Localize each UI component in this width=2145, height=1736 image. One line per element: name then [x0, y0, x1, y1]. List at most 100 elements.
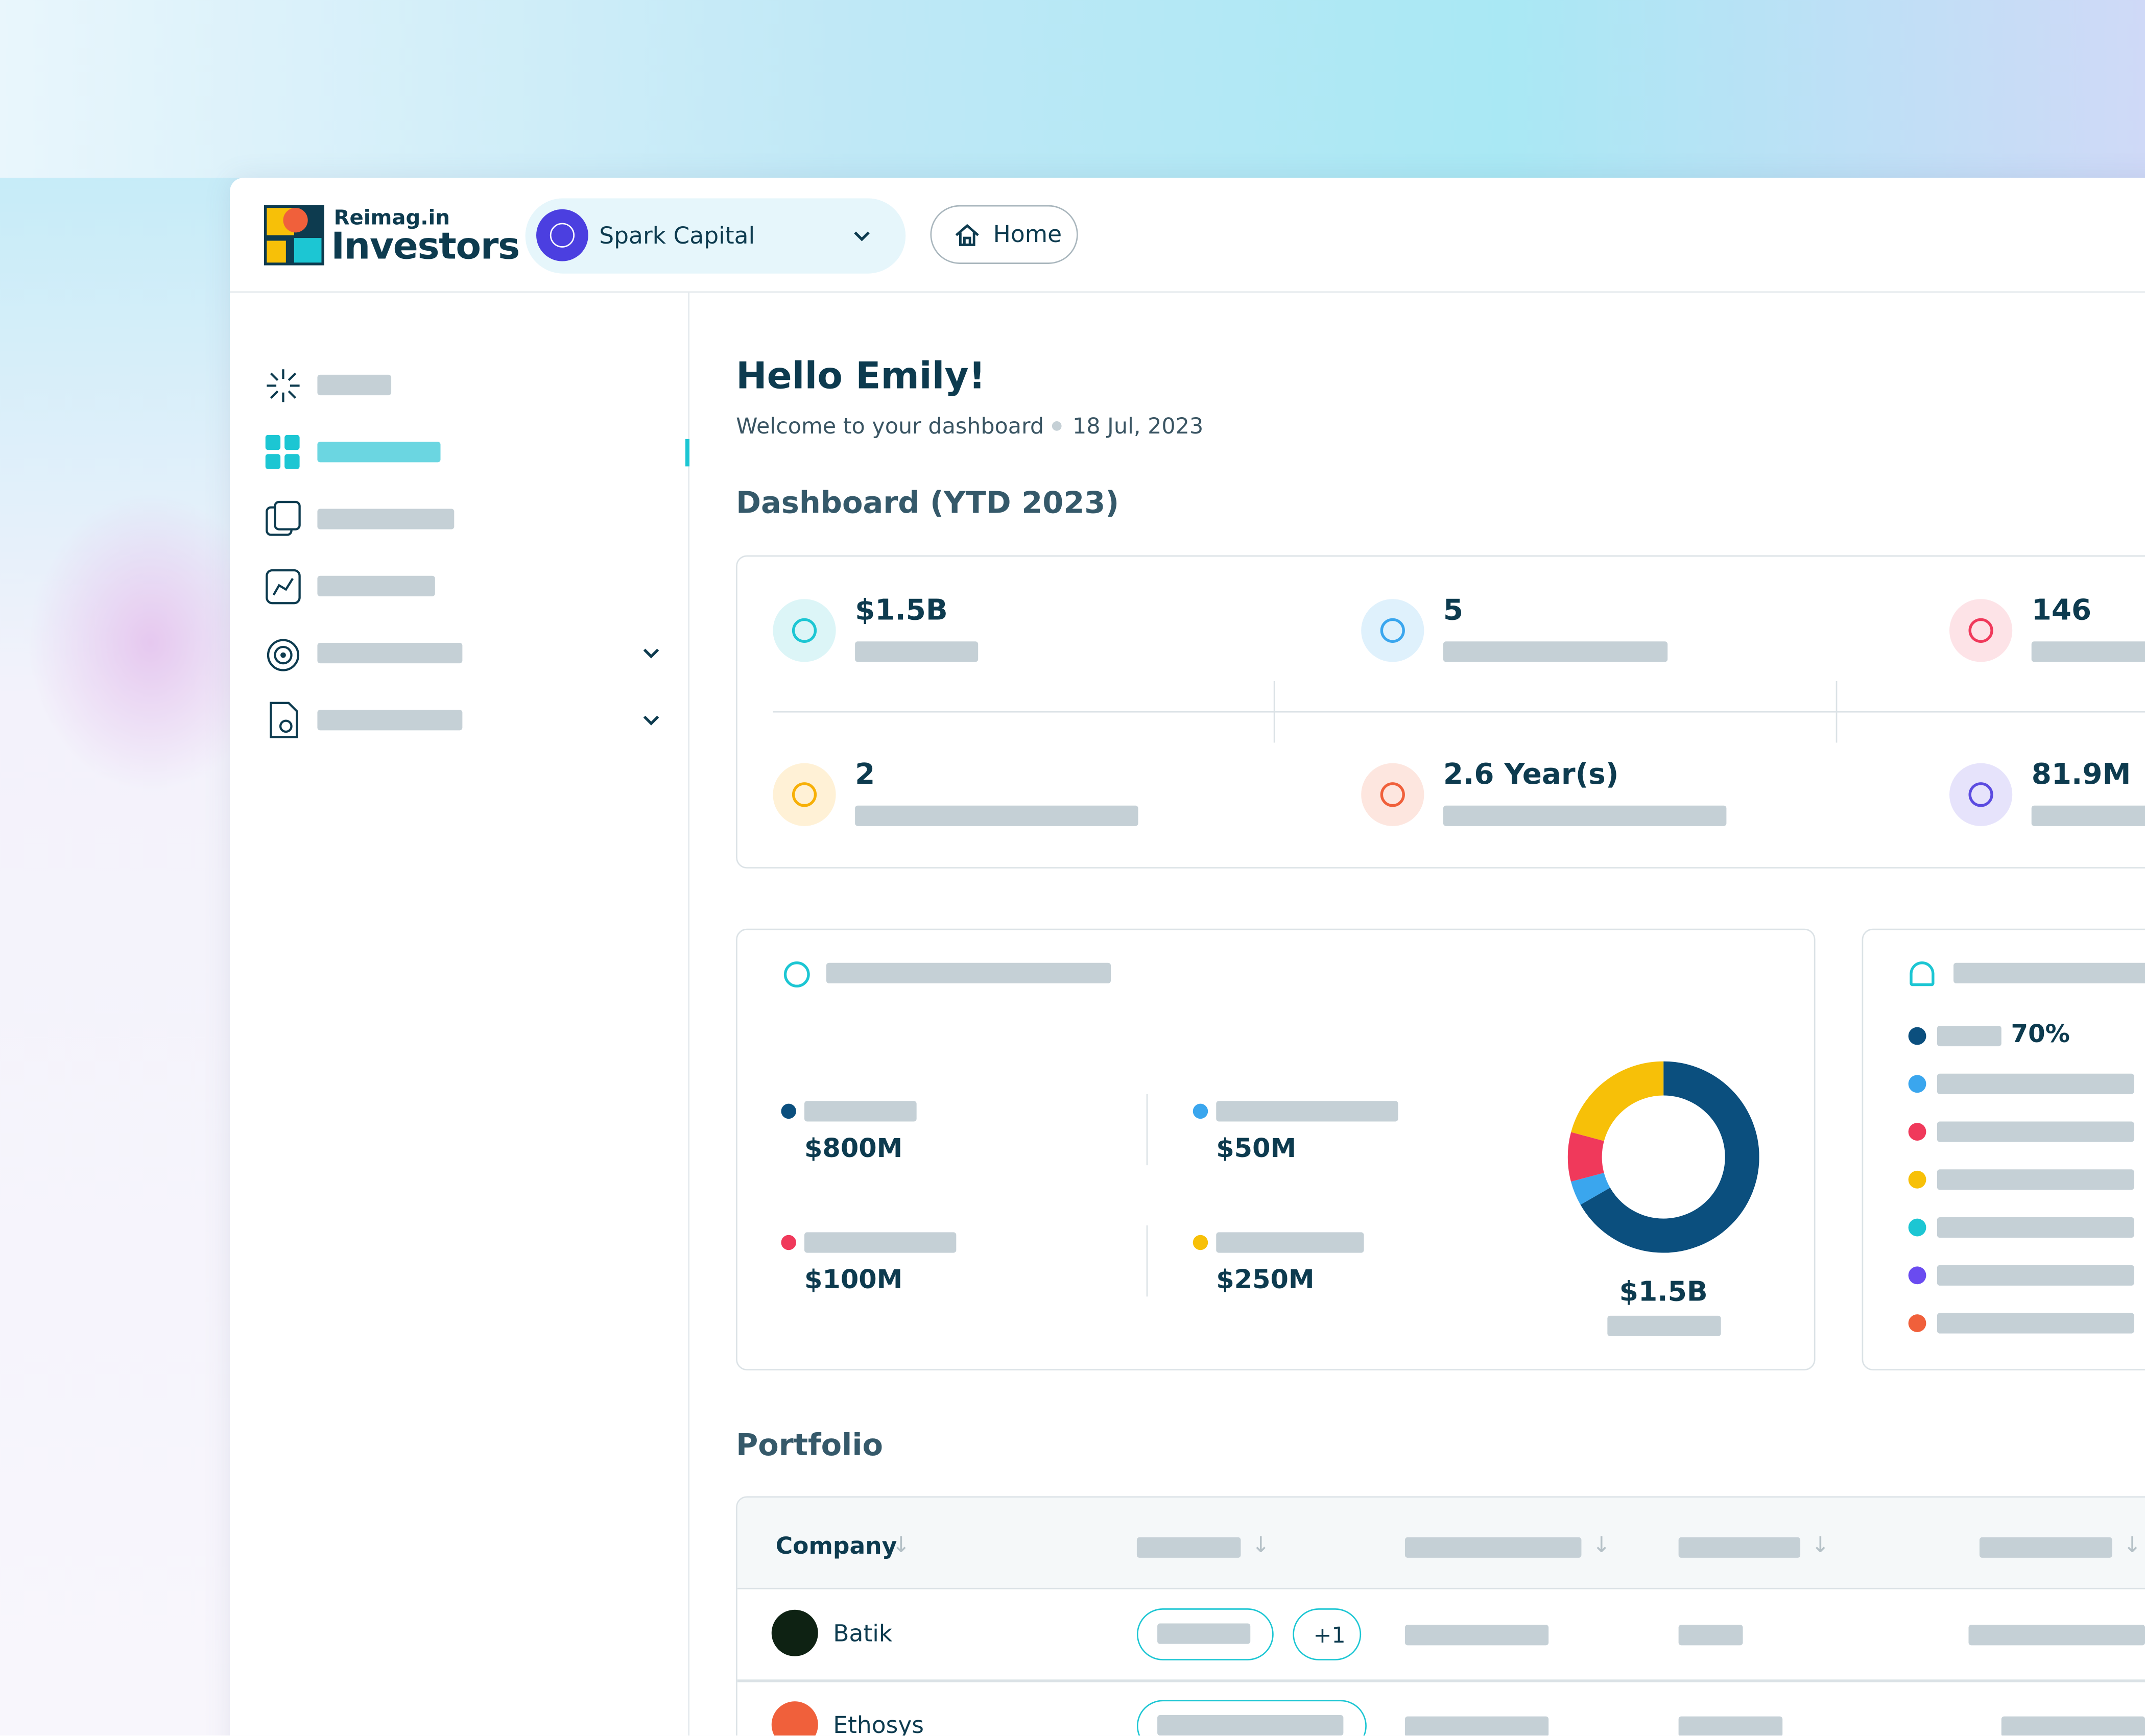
nav-icon — [270, 702, 298, 738]
nav-icon-part — [270, 702, 298, 738]
legend-label — [1937, 1121, 2134, 1142]
portfolio-title: Portfolio — [736, 1429, 884, 1464]
stat-caption — [2031, 641, 2145, 662]
company-name: Batik — [833, 1621, 893, 1648]
stat-value: 2 — [855, 757, 875, 791]
stat-caption — [855, 641, 979, 662]
row-border — [737, 1679, 2145, 1682]
cell-placeholder — [2001, 1716, 2145, 1736]
cell-placeholder — [1678, 1716, 1783, 1736]
tag[interactable] — [1136, 1608, 1274, 1660]
nav-icon-part — [265, 454, 281, 469]
tag[interactable] — [1136, 1700, 1367, 1736]
legend-dot — [1908, 1027, 1926, 1045]
stat-caption — [2031, 805, 2145, 826]
stat-icon — [773, 599, 836, 662]
stat-caption — [855, 805, 1138, 826]
app-window — [230, 178, 2145, 1736]
home-button[interactable]: Home — [930, 205, 1078, 264]
cell-placeholder — [1404, 1716, 1549, 1736]
nav-item-active[interactable] — [317, 442, 441, 463]
legend-dot — [1193, 1103, 1208, 1119]
top-share: 70% — [2011, 1020, 2070, 1049]
funds-card — [736, 928, 1816, 1370]
legend-value: $250M — [1216, 1265, 1315, 1295]
legend-label — [1937, 1265, 2134, 1286]
stat-icon — [1361, 599, 1424, 662]
investors-card — [1862, 928, 2145, 1370]
column-header[interactable]: Company — [775, 1533, 897, 1561]
nav-chevron[interactable] — [640, 710, 662, 732]
chevron — [854, 231, 870, 242]
column-header-placeholder — [1136, 1537, 1241, 1558]
stat-icon-glyph — [1968, 618, 1993, 643]
donut-chart — [1567, 1061, 1759, 1253]
nav-item[interactable] — [317, 642, 463, 664]
active-indicator — [685, 439, 690, 467]
sky-glow — [0, 0, 2145, 178]
nav-icon-part — [274, 500, 301, 531]
legend-label — [1937, 1073, 2134, 1094]
header-border — [230, 291, 2145, 293]
chevron-path — [854, 231, 870, 242]
legend-dot — [1908, 1170, 1926, 1189]
nav-icon-part — [267, 639, 300, 671]
legend-value: $800M — [804, 1134, 903, 1164]
legend-label — [1937, 1217, 2134, 1238]
sort-arrow: ↓ — [1251, 1532, 1270, 1558]
nav-icon-part — [274, 645, 293, 665]
separator-dot — [1052, 421, 1062, 431]
funds-icon — [783, 961, 810, 987]
stat-value: 81.9M — [2031, 757, 2131, 791]
funds-divider — [1146, 1225, 1148, 1297]
legend-dot — [1908, 1123, 1926, 1141]
donut-segment — [1567, 1061, 1759, 1253]
logo — [264, 205, 324, 266]
logo-block — [267, 240, 286, 263]
org-name: Spark Capital — [599, 223, 755, 251]
stats-card — [736, 555, 2145, 869]
nav-icon — [267, 369, 300, 402]
funds-total: $1.5B — [1619, 1274, 1708, 1308]
stats-divider — [1273, 681, 1275, 743]
stat-caption — [1443, 805, 1727, 826]
nav-icon-path — [267, 369, 300, 402]
org-selector[interactable]: Spark Capital — [525, 198, 906, 274]
nav-item[interactable] — [317, 710, 463, 731]
legend-dot — [1908, 1266, 1926, 1285]
legend-dot — [1193, 1235, 1208, 1250]
greeting-title: Hello Emily! — [736, 355, 986, 398]
nav-item[interactable] — [317, 575, 435, 596]
column-header-placeholder — [1979, 1537, 2112, 1558]
nav-icon-part — [279, 719, 293, 733]
nav-icon-part — [284, 454, 300, 469]
stat-value: $1.5B — [855, 593, 948, 626]
tag-label — [1157, 1623, 1251, 1644]
stats-divider — [1836, 681, 1838, 743]
nav-icon-part — [265, 435, 281, 450]
logo-block — [283, 208, 308, 233]
donut-segment — [1567, 1061, 1759, 1253]
greeting-subtitle: Welcome to your dashboard — [736, 413, 1044, 439]
sort-arrow: ↓ — [1592, 1532, 1611, 1558]
cell-placeholder — [1404, 1625, 1549, 1646]
stat-caption — [1443, 641, 1668, 662]
investors-icon — [1910, 961, 1935, 986]
legend-dot — [1908, 1314, 1926, 1332]
nav-item[interactable] — [317, 374, 392, 396]
legend-label — [804, 1232, 957, 1253]
stat-icon-glyph — [792, 782, 817, 807]
nav-icon — [266, 569, 301, 605]
nav-item[interactable] — [317, 509, 455, 529]
stat-value: 2.6 Year(s) — [1443, 757, 1619, 791]
legend-label — [1216, 1232, 1364, 1253]
legend-dot — [1908, 1218, 1926, 1237]
nav-chevron[interactable] — [640, 643, 662, 665]
stats-divider — [773, 711, 2145, 713]
column-header-placeholder — [1404, 1537, 1582, 1558]
funds-divider — [1146, 1094, 1148, 1166]
tag-more[interactable]: +1 — [1293, 1608, 1362, 1660]
legend-label — [1937, 1313, 2134, 1334]
